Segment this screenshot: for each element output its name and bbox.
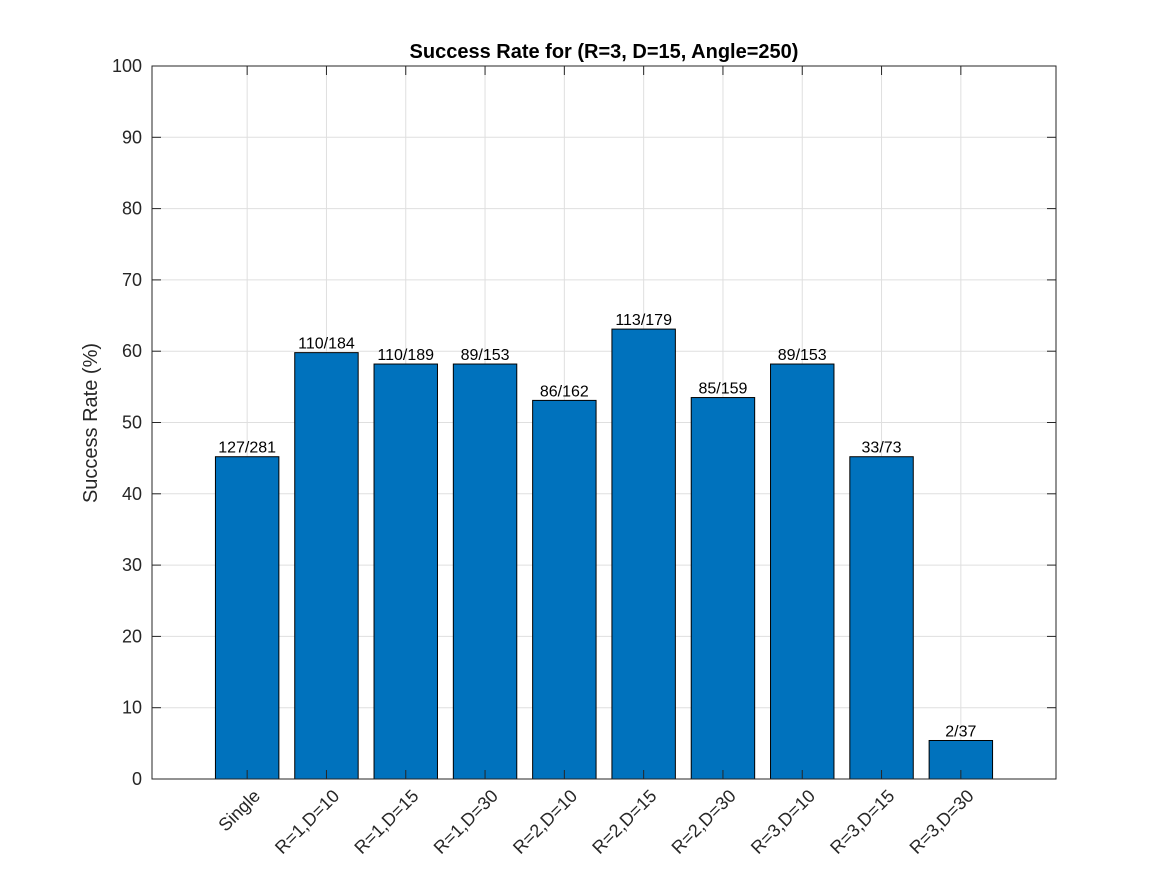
- bar: [294, 352, 359, 780]
- bar: [532, 399, 597, 780]
- bar-data-label: 85/159: [698, 381, 747, 398]
- x-tick-label: R=1,D=15: [350, 786, 422, 858]
- y-tick-label: 80: [122, 199, 142, 219]
- x-tick-label: R=3,D=15: [826, 786, 898, 858]
- y-tick-label: 30: [122, 555, 142, 575]
- y-tick-label: 70: [122, 270, 142, 290]
- bar: [770, 363, 835, 780]
- bar: [690, 397, 756, 780]
- x-tick-label: R=3,D=10: [747, 786, 819, 858]
- y-tick-label: 20: [122, 626, 142, 646]
- x-tick-label: R=3,D=30: [906, 786, 978, 858]
- y-tick-labels: 0 10 20 30 40 50 60 70 80 90 100: [112, 56, 142, 789]
- y-tick-label: 100: [112, 56, 142, 76]
- x-tick-label: R=2,D=30: [668, 786, 740, 858]
- x-tick-labels: Single R=1,D=10 R=1,D=15 R=1,D=30 R=2,D=10 R=…: [214, 786, 977, 858]
- bar-data-label: 110/189: [377, 347, 434, 364]
- bar-data-label: 113/179: [615, 312, 672, 329]
- bar-data-label: 2/37: [945, 723, 976, 740]
- bar: [214, 456, 280, 780]
- bar-data-labels: 127/281 110/184 110/189 89/153 86/162 113/179…: [218, 312, 976, 740]
- y-axis-label: Success Rate (%): [80, 343, 102, 503]
- y-tick-label: 40: [122, 484, 142, 504]
- bar-data-label: 33/73: [862, 440, 902, 457]
- x-tick-label: R=2,D=15: [588, 786, 660, 858]
- y-tick-label: 60: [122, 341, 142, 361]
- bar-data-label: 89/153: [778, 347, 827, 364]
- grid-lines: [152, 65, 1056, 780]
- bar-data-label: 127/281: [218, 440, 276, 457]
- bar-data-label: 89/153: [461, 347, 510, 364]
- x-tick-label: R=1,D=10: [271, 786, 343, 858]
- bar-data-label: 86/162: [540, 383, 589, 400]
- x-tick-label: Single: [214, 786, 264, 836]
- axes-frame: [151, 65, 1057, 780]
- x-tick-label: R=2,D=10: [509, 786, 581, 858]
- y-tick-label: 0: [132, 769, 142, 789]
- chart-title: Success Rate for (R=3, D=15, Angle=250): [410, 41, 799, 63]
- x-tick-label: R=1,D=30: [430, 786, 502, 858]
- y-tick-label: 90: [122, 127, 142, 147]
- bar: [452, 363, 518, 780]
- bar-data-label: 110/184: [298, 336, 355, 353]
- y-tick-label: 10: [122, 698, 142, 718]
- bars: [214, 328, 994, 780]
- bar: [611, 328, 676, 780]
- bar: [373, 363, 438, 780]
- y-tick-label: 50: [122, 413, 142, 433]
- bar: [849, 456, 914, 780]
